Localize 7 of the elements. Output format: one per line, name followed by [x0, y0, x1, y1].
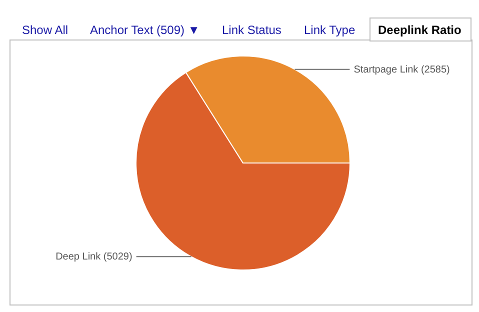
text: Anchor Text (509) ▼: [90, 23, 200, 37]
slice-label: Deep Link (5029): [56, 252, 132, 263]
text: Deeplink Ratio: [378, 23, 462, 37]
text: Link Type: [304, 23, 356, 37]
text: Show All: [22, 23, 68, 37]
slice-label: Startpage Link (2585): [354, 64, 450, 76]
text: Link Status: [222, 23, 282, 37]
